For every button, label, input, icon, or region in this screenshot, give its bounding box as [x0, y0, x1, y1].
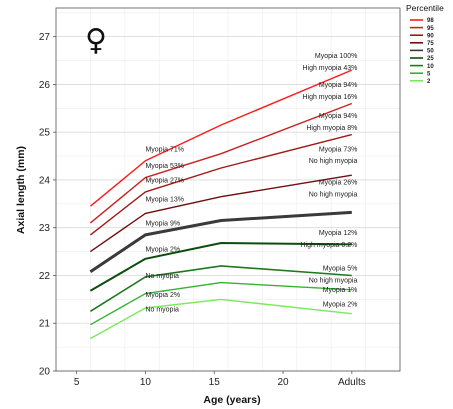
x-tick-label: 10	[140, 377, 152, 388]
annotation-label: High myopia 0.2%	[301, 242, 358, 249]
percentile-50-line	[89, 210, 352, 273]
annotation-label: Myopia 9%	[145, 220, 180, 227]
y-tick-label: 26	[39, 80, 51, 91]
legend-label: 10	[427, 64, 434, 70]
annotation-label: Myopia 73%	[319, 146, 358, 153]
annotation-label: Myopia 100%	[315, 53, 357, 60]
annotation-label: Myopia 53%	[145, 163, 184, 170]
annotation-label: High myopia 43%	[302, 65, 357, 72]
annotation-label: Myopia 2%	[145, 292, 180, 299]
percentile-75-line	[90, 174, 352, 253]
x-tick-label: 15	[209, 377, 221, 388]
percentile-10-line	[89, 265, 352, 312]
annotation-label: Myopia 13%	[145, 196, 184, 203]
annotation-label: Myopia 5%	[323, 266, 358, 273]
percentile-5-line	[90, 281, 352, 326]
annotation-label: Myopia 27%	[145, 177, 184, 184]
annotation-label: Myopia 2%	[145, 247, 180, 254]
percentile-25-line	[89, 242, 352, 292]
annotation-label: Myopia 94%	[319, 82, 358, 89]
female-symbol: ♀	[85, 23, 107, 58]
annotation-label: No high myopia	[309, 192, 358, 199]
legend-label: 75	[427, 41, 434, 47]
legend-label: 95	[427, 26, 434, 32]
x-tick-label: 5	[74, 377, 80, 388]
percentile-98-line	[89, 69, 353, 207]
annotation-label: High myopia 8%	[306, 125, 357, 132]
annotation-label: Myopia 71%	[145, 146, 184, 153]
annotations: Myopia 71% Myopia 53% Myopia 27% Myopia 13%…	[145, 53, 357, 313]
x-tick-label: 20	[277, 377, 289, 388]
legend-title: Percentile	[406, 3, 444, 13]
annotation-label: Myopia 2%	[323, 302, 358, 309]
annotation-label: No high myopia	[309, 278, 358, 285]
y-axis-title: Axial length (mm)	[15, 146, 27, 234]
annotation-label: High myopia 16%	[302, 94, 357, 101]
legend-label: 5	[427, 71, 431, 77]
legend-label: 98	[427, 18, 434, 24]
annotation-label: Myopia 1%	[323, 287, 358, 294]
legend-label: 2	[427, 79, 431, 85]
percentile-90-line	[89, 133, 352, 236]
legend-label: 90	[427, 33, 434, 39]
annotation-label: Myopia 12%	[319, 230, 358, 237]
annotation-label: No myopia	[145, 273, 179, 280]
annotation-label: No myopia	[145, 306, 179, 313]
percentile-2-line	[90, 298, 352, 340]
annotation-label: Myopia 26%	[319, 180, 358, 187]
annotation-label: No high myopia	[309, 158, 358, 165]
y-tick-label: 22	[39, 271, 51, 282]
y-tick-label: 23	[39, 223, 51, 234]
legend-label: 50	[427, 49, 434, 55]
y-tick-label: 25	[39, 128, 51, 139]
y-tick-label: 24	[39, 175, 51, 186]
annotation-label: Myopia 94%	[319, 113, 358, 120]
legend-label: 25	[427, 56, 434, 62]
percentile-95-line	[89, 102, 353, 224]
y-tick-label: 27	[39, 32, 51, 43]
y-tick-label: 20	[39, 367, 51, 378]
y-tick-label: 21	[39, 319, 51, 330]
x-tick-label: Adults	[338, 377, 366, 388]
x-axis-title: Age (years)	[203, 394, 260, 406]
x-axis-ticks: 5 10 15 20 Adults	[74, 371, 366, 388]
y-axis-ticks: 20 21 22 23 24 25 26 27	[39, 32, 56, 378]
plot-frame	[55, 7, 401, 372]
percentile-curves	[89, 69, 353, 340]
